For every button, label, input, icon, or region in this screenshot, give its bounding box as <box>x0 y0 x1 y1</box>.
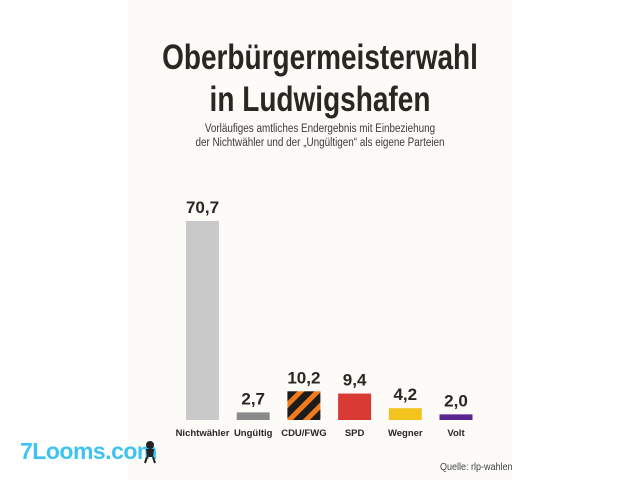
chart-subtitle-line1: Vorläufiges amtliches Endergebnis mit Ei… <box>204 123 436 135</box>
category-label-wegner: Wegner <box>388 428 423 439</box>
bar-volt <box>439 414 473 420</box>
bar-nichtwähler <box>186 221 219 420</box>
chart-title-line2: in Ludwigshafen <box>209 80 431 119</box>
bar-spd <box>338 393 372 420</box>
source-note: Quelle: rlp-wahlen <box>440 462 513 473</box>
chart-title-line1: Oberbürgermeisterwahl <box>162 38 478 77</box>
category-label-volt: Volt <box>447 428 465 439</box>
category-label-cdu-fwg: CDU/FWG <box>281 428 326 439</box>
watermark-text: 7Looms.com <box>20 438 157 464</box>
category-label-ungültig: Ungültig <box>234 428 273 439</box>
category-label-nichtwähler: Nichtwähler <box>176 428 230 439</box>
value-label-ungültig: 2,7 <box>241 389 265 408</box>
category-label-spd: SPD <box>345 428 365 439</box>
value-label-volt: 2,0 <box>444 391 468 410</box>
value-label-cdu-fwg: 10,2 <box>287 368 320 387</box>
bar-cdu-fwg <box>287 391 321 420</box>
value-label-wegner: 4,2 <box>393 385 417 404</box>
value-label-spd: 9,4 <box>343 371 367 390</box>
watermark-diver-icon <box>144 441 156 464</box>
bar-ungültig <box>236 412 270 420</box>
chart-subtitle-line2: der Nichtwähler und der „Ungültigen“ als… <box>195 137 445 149</box>
bar-wegner <box>388 408 422 420</box>
value-label-nichtwähler: 70,7 <box>186 198 219 217</box>
